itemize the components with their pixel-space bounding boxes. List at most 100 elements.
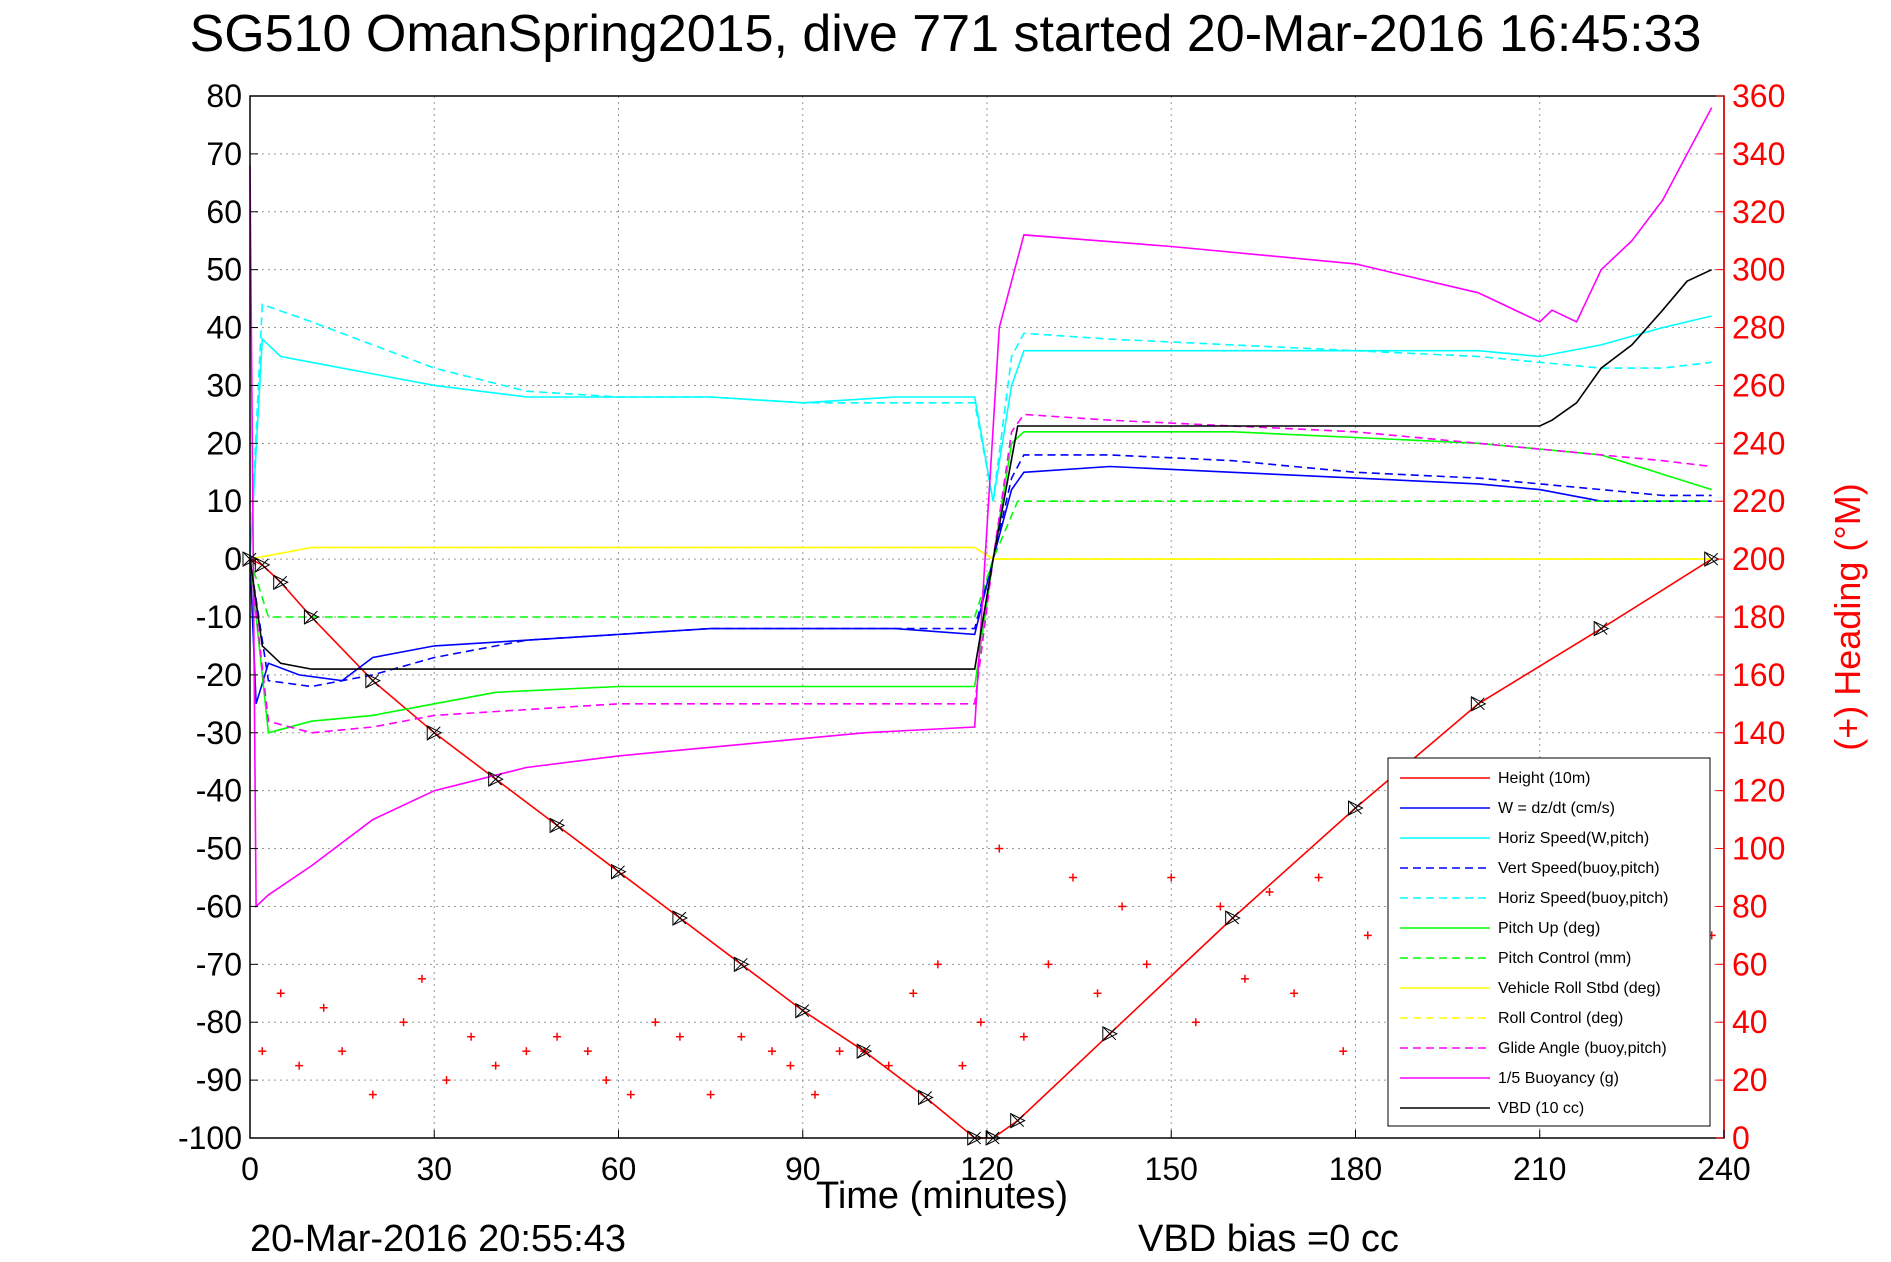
y-tick-label: -50 bbox=[196, 831, 242, 867]
x-axis: 0 30 60 90 120 150 180 210 240 bbox=[241, 1130, 1751, 1187]
heading-point bbox=[768, 1047, 777, 1056]
height-marker bbox=[856, 1043, 873, 1059]
x-tick-label: 180 bbox=[1329, 1151, 1382, 1187]
height-marker bbox=[1102, 1025, 1118, 1042]
height-marker bbox=[273, 574, 289, 591]
series-line-8 bbox=[249, 546, 1712, 560]
heading-point bbox=[958, 1061, 967, 1070]
height-marker bbox=[918, 1089, 934, 1106]
y-tick-label: -60 bbox=[196, 888, 242, 924]
heading-point bbox=[258, 1047, 267, 1056]
legend-label: Horiz Speed(W,pitch) bbox=[1498, 830, 1649, 847]
series-line-3 bbox=[249, 454, 1712, 688]
legend-label: Height (10m) bbox=[1498, 770, 1590, 787]
heading-point bbox=[338, 1047, 347, 1056]
y-axis-right-label: (+) Heading (°M) bbox=[1827, 483, 1868, 750]
heading-point bbox=[706, 1090, 715, 1099]
heading-point bbox=[368, 1090, 377, 1099]
legend-label: Pitch Up (deg) bbox=[1498, 920, 1600, 937]
y-tick-label: 10 bbox=[206, 483, 242, 519]
y2-tick-label: 180 bbox=[1732, 599, 1785, 635]
heading-point bbox=[909, 989, 918, 998]
x-tick-label: 120 bbox=[960, 1151, 1013, 1187]
y-tick-label: 80 bbox=[206, 78, 242, 114]
heading-point bbox=[835, 1047, 844, 1056]
heading-point bbox=[884, 1061, 893, 1070]
height-marker bbox=[1470, 696, 1487, 712]
y2-tick-label: 300 bbox=[1732, 252, 1785, 288]
y-tick-label: -70 bbox=[196, 946, 242, 982]
height-marker bbox=[549, 817, 566, 834]
series-line-9 bbox=[249, 413, 1712, 734]
y2-tick-label: 120 bbox=[1732, 773, 1785, 809]
heading-point bbox=[675, 1032, 684, 1041]
x-tick-label: 210 bbox=[1513, 1151, 1566, 1187]
heading-point bbox=[1265, 887, 1274, 896]
y-tick-label: 60 bbox=[206, 194, 242, 230]
series-line-4 bbox=[249, 303, 1712, 560]
y-tick-label: 40 bbox=[206, 310, 242, 346]
heading-point bbox=[602, 1076, 611, 1085]
legend-label: VBD (10 cc) bbox=[1498, 1100, 1584, 1117]
y-axis-left: 80 70 60 50 40 30 20 10 0 -10 -20 -30 -40 -50 -60 -70 -8… bbox=[178, 78, 258, 1156]
y2-tick-label: 200 bbox=[1732, 541, 1785, 577]
y2-tick-label: 220 bbox=[1732, 483, 1785, 519]
y-tick-label: 20 bbox=[206, 425, 242, 461]
height-marker bbox=[1010, 1112, 1026, 1129]
heading-point bbox=[491, 1061, 500, 1070]
legend-label: Vert Speed(buoy,pitch) bbox=[1498, 860, 1660, 877]
legend-label: Vehicle Roll Stbd (deg) bbox=[1498, 980, 1661, 997]
x-axis-label: Time (minutes) bbox=[816, 1175, 1068, 1217]
legend-label: 1/5 Buoyancy (g) bbox=[1498, 1070, 1619, 1087]
height-marker bbox=[611, 863, 627, 880]
y2-tick-label: 360 bbox=[1732, 78, 1785, 114]
y2-tick-label: 20 bbox=[1732, 1062, 1768, 1098]
heading-point bbox=[786, 1061, 795, 1070]
heading-point bbox=[995, 844, 1004, 853]
heading-point bbox=[1118, 902, 1127, 911]
series-line-5 bbox=[249, 430, 1712, 734]
heading-point bbox=[1019, 1032, 1028, 1041]
x-tick-label: 150 bbox=[1145, 1151, 1198, 1187]
y-tick-label: -10 bbox=[196, 599, 242, 635]
heading-point bbox=[1314, 873, 1323, 882]
series-line-11 bbox=[249, 268, 1713, 670]
y-tick-label: -100 bbox=[178, 1120, 242, 1156]
x-tick-label: 90 bbox=[785, 1151, 821, 1187]
y2-tick-label: 260 bbox=[1732, 367, 1785, 403]
heading-point bbox=[811, 1090, 820, 1099]
legend-label: Glide Angle (buoy,pitch) bbox=[1498, 1040, 1667, 1057]
legend-label: Horiz Speed(buoy,pitch) bbox=[1498, 890, 1668, 907]
heading-point bbox=[1142, 960, 1151, 969]
y2-tick-label: 0 bbox=[1732, 1120, 1750, 1156]
y-tick-label: -80 bbox=[196, 1004, 242, 1040]
y-tick-label: 0 bbox=[224, 541, 242, 577]
heading-point bbox=[583, 1047, 592, 1056]
heading-point bbox=[1068, 873, 1077, 882]
y2-tick-label: 320 bbox=[1732, 194, 1785, 230]
heading-point bbox=[1044, 960, 1053, 969]
legend-label: W = dz/dt (cm/s) bbox=[1498, 800, 1615, 817]
chart-title: SG510 OmanSpring2015, dive 771 started 2… bbox=[189, 5, 1702, 63]
series-line-7 bbox=[249, 546, 1712, 560]
heading-point bbox=[737, 1032, 746, 1041]
y-tick-label: -90 bbox=[196, 1062, 242, 1098]
y-axis-right: 3603403203002802602402202001801601401201… bbox=[1716, 78, 1785, 1156]
legend-label: Roll Control (deg) bbox=[1498, 1010, 1623, 1027]
heading-point bbox=[1363, 931, 1372, 940]
heading-point bbox=[276, 989, 285, 998]
series-layer bbox=[249, 107, 1713, 1139]
heading-point bbox=[1240, 974, 1249, 983]
x-tick-label: 30 bbox=[416, 1151, 452, 1187]
heading-point bbox=[626, 1090, 635, 1099]
legend-frame bbox=[1387, 757, 1711, 1127]
height-marker bbox=[795, 1002, 811, 1019]
heading-point bbox=[1290, 989, 1299, 998]
height-marker bbox=[1704, 551, 1720, 567]
legend: Height (10m) W = dz/dt (cm/s) Horiz Speed(… bbox=[1387, 757, 1711, 1127]
series-line-6 bbox=[249, 500, 1712, 618]
y-tick-label: 30 bbox=[206, 367, 242, 403]
height-marker bbox=[1225, 910, 1241, 926]
heading-point bbox=[1216, 902, 1225, 911]
heading-point bbox=[1093, 989, 1102, 998]
